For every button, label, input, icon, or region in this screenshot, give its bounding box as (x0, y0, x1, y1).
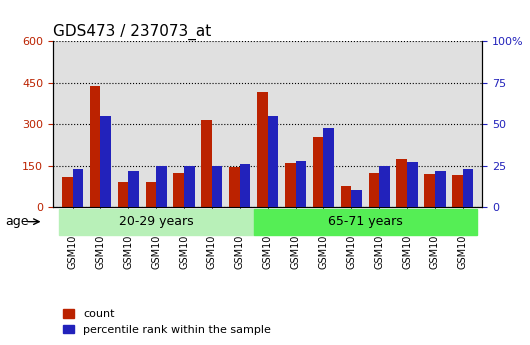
Text: GDS473 / 237073_at: GDS473 / 237073_at (53, 24, 211, 40)
Bar (323, 128, 334, 207)
Bar (351, 190, 362, 207)
Bar (435, 170, 446, 207)
Bar (173, 172, 184, 207)
Text: 65-71 years: 65-71 years (328, 215, 403, 228)
Bar (407, 162, 418, 207)
Bar (184, 166, 195, 207)
Legend: count, percentile rank within the sample: count, percentile rank within the sample (58, 305, 275, 339)
Bar (229, 167, 240, 207)
Bar (201, 120, 212, 207)
Bar (156, 166, 167, 207)
Bar (90, 86, 100, 207)
Bar (396, 159, 407, 207)
Bar (296, 161, 306, 207)
Bar (463, 169, 473, 207)
Bar (62, 177, 73, 207)
Bar (341, 186, 351, 207)
Bar (73, 169, 83, 207)
Bar (212, 166, 223, 207)
Bar (146, 182, 156, 207)
Text: age: age (5, 215, 29, 228)
Bar (128, 170, 139, 207)
Bar (379, 166, 390, 207)
Bar (257, 92, 268, 207)
Bar (452, 175, 463, 207)
Text: 20-29 years: 20-29 years (119, 215, 193, 228)
Bar (285, 163, 296, 207)
Bar (313, 137, 323, 207)
Bar (100, 116, 111, 207)
Bar (268, 116, 278, 207)
Bar (368, 172, 379, 207)
Bar (118, 182, 128, 207)
Bar (425, 174, 435, 207)
Bar (240, 164, 250, 207)
